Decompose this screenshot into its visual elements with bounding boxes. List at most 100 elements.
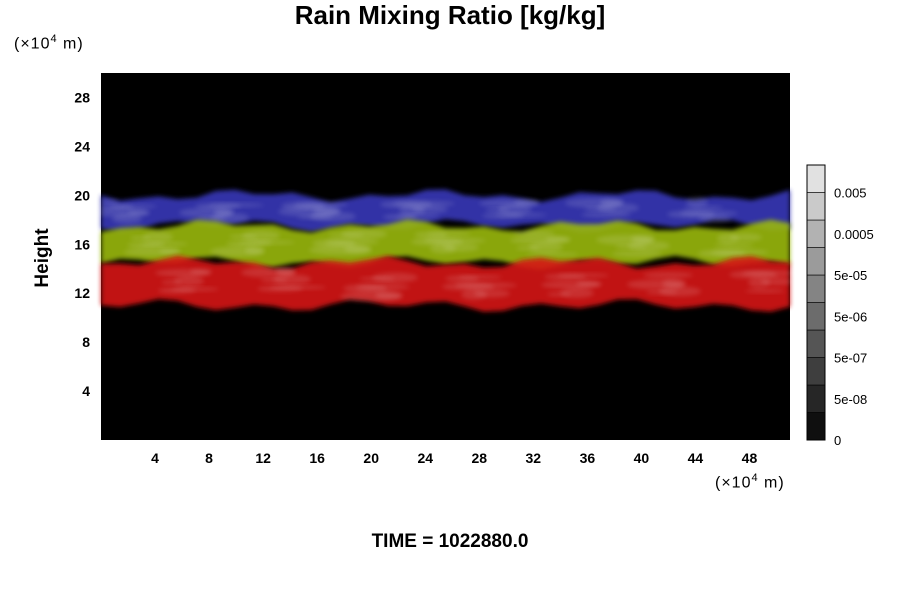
colorbar-tick-label: 5e-08 xyxy=(834,392,867,407)
field-streak xyxy=(628,240,670,251)
x-tick-label: 32 xyxy=(526,450,542,466)
field-streak xyxy=(711,249,769,256)
field-streak xyxy=(686,196,708,207)
field-streak xyxy=(529,242,563,253)
field-streak xyxy=(112,213,142,224)
field-streak xyxy=(714,243,754,248)
field-streak xyxy=(239,240,295,245)
field-streak xyxy=(174,276,204,287)
field-streak xyxy=(190,268,212,275)
field-streak xyxy=(745,288,785,293)
field-streak xyxy=(761,277,793,286)
field-streak xyxy=(99,199,119,204)
field-streak xyxy=(560,288,594,299)
field-streak xyxy=(128,209,150,216)
field-streak xyxy=(270,285,326,290)
field-streak xyxy=(341,228,387,239)
x-tick-label: 24 xyxy=(417,450,433,466)
field-streak xyxy=(424,237,486,244)
x-axis: 4 8 12 16 20 24 28 32 36 40 44 48 xyxy=(151,450,757,466)
field-streak xyxy=(294,201,348,208)
field-streak xyxy=(109,204,157,209)
field-streak xyxy=(643,272,693,279)
colorbar-tick-label: 5e-06 xyxy=(834,309,867,324)
field-streak xyxy=(412,205,448,214)
field-streak xyxy=(680,210,738,217)
colorbar-swatch xyxy=(806,192,826,221)
colorbar-swatch xyxy=(806,357,826,386)
field-streak xyxy=(683,205,723,210)
field-streak xyxy=(455,282,517,289)
colorbar-tick-label: 0.005 xyxy=(834,186,867,201)
field-streak xyxy=(612,250,662,257)
field-streak xyxy=(325,239,379,246)
x-tick-label: 8 xyxy=(205,450,213,466)
x-tick-label: 12 xyxy=(255,450,271,466)
y-tick-label: 16 xyxy=(74,236,90,252)
field-streak xyxy=(242,230,280,241)
y-axis-label: Height xyxy=(32,228,53,288)
x-tick-label: 40 xyxy=(634,450,650,466)
field-streak xyxy=(208,203,264,208)
field-streak xyxy=(699,215,731,224)
colorbar-swatch xyxy=(806,274,826,303)
field-streak xyxy=(597,202,639,213)
time-label: TIME = 1022880.0 xyxy=(371,531,529,552)
field-streak xyxy=(659,286,701,297)
field-streak xyxy=(159,247,181,254)
colorbar-swatch xyxy=(806,164,826,193)
y-tick-label: 12 xyxy=(74,285,90,301)
field-streak xyxy=(211,212,249,223)
field-streak xyxy=(742,270,800,277)
colorbar-tick-label: 5e-07 xyxy=(834,351,867,366)
field-streak xyxy=(474,289,510,298)
field-streak xyxy=(576,280,602,287)
field-streak xyxy=(730,233,762,242)
x-tick-label: 20 xyxy=(363,450,379,466)
colorbar-swatch xyxy=(806,219,826,248)
field-streak xyxy=(557,273,609,278)
field-streak xyxy=(393,200,455,207)
field-streak xyxy=(458,275,502,280)
field-streak xyxy=(310,211,356,222)
field-streak xyxy=(273,274,311,285)
y-tick-label: 8 xyxy=(82,334,90,350)
field-streak xyxy=(662,279,686,288)
field-streak xyxy=(427,231,471,236)
field-streak xyxy=(245,246,265,255)
field-streak xyxy=(143,231,173,242)
x-tick-label: 44 xyxy=(688,450,704,466)
field-streak xyxy=(396,214,440,219)
y-tick-label: 24 xyxy=(74,138,90,154)
field-streak xyxy=(498,204,532,215)
colorbar-swatch xyxy=(806,412,826,441)
field-streak xyxy=(171,287,219,292)
field-streak xyxy=(545,236,571,243)
field-streak xyxy=(356,284,410,291)
colorbar-tick-label: 5e-05 xyxy=(834,268,867,283)
colorbar-swatch xyxy=(806,302,826,331)
colorbar-tick-label: 0.0005 xyxy=(834,227,874,242)
colorbar-swatch xyxy=(806,329,826,358)
field-streak xyxy=(344,245,372,254)
x-tick-label: 16 xyxy=(309,450,325,466)
field-streak xyxy=(514,199,540,206)
y-axis: 4 8 12 16 20 24 28 xyxy=(74,89,90,399)
y-tick-label: 20 xyxy=(74,187,90,203)
colorbar-swatch xyxy=(806,384,826,413)
field-streak xyxy=(372,272,418,283)
field-streak xyxy=(526,252,578,257)
field-streak xyxy=(581,211,631,218)
data-field xyxy=(93,189,800,312)
y-tick-label: 4 xyxy=(82,383,90,399)
x-tick-label: 4 xyxy=(151,450,159,466)
field-streak xyxy=(513,230,555,237)
colorbar-tick-label: 0 xyxy=(834,433,841,448)
chart-title: Rain Mixing Ratio [kg/kg] xyxy=(294,0,606,30)
x-axis-unit: (×104 m) xyxy=(715,472,785,492)
field-streak xyxy=(375,291,403,300)
x-tick-label: 28 xyxy=(471,450,487,466)
x-tick-label: 36 xyxy=(580,450,596,466)
colorbar: 0 5e-08 5e-07 5e-06 5e-05 0.0005 0.005 xyxy=(806,164,874,448)
